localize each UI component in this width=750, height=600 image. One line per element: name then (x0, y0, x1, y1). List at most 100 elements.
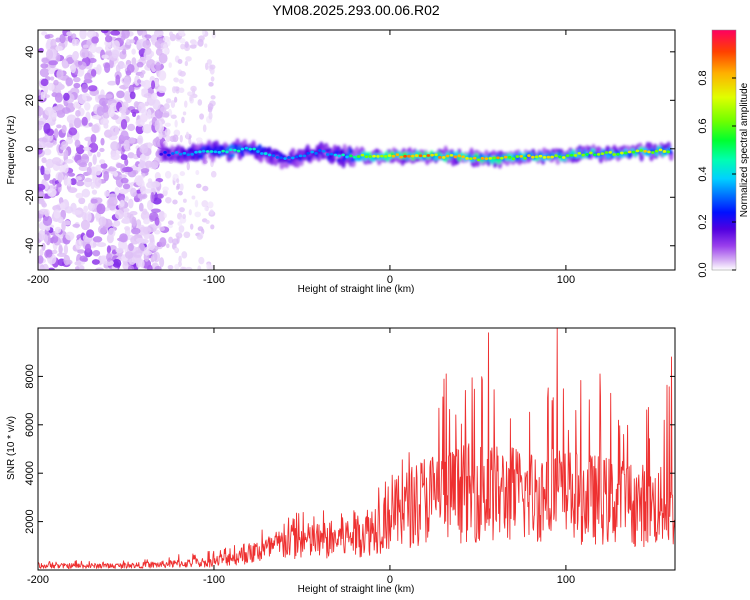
noise-cell (142, 123, 153, 134)
noise-cell (95, 267, 104, 270)
trace-core (453, 155, 458, 159)
noise-cell (49, 76, 55, 81)
snr-ytick-label: 8000 (24, 364, 36, 388)
noise-cell (67, 187, 78, 193)
trace-core (275, 155, 280, 159)
trace-core (209, 150, 214, 153)
noise-cell (55, 45, 63, 52)
noise-cell (159, 257, 165, 268)
noise-cell (84, 72, 92, 83)
noise-cell (90, 198, 98, 204)
trace-core (178, 152, 183, 156)
trace-core (620, 151, 624, 155)
snr-xtick-label: -200 (27, 574, 49, 586)
noise-cell (189, 223, 194, 230)
noise-cell (56, 183, 62, 188)
noise-cell (114, 186, 120, 196)
noise-cell (65, 136, 74, 145)
trace-core (356, 155, 361, 158)
trace-band (252, 149, 257, 155)
trace-core (496, 156, 500, 160)
noise-cell (110, 30, 121, 36)
noise-cell (119, 106, 127, 114)
trace-core (488, 157, 493, 160)
spectrogram-xtick-label: -200 (27, 274, 49, 286)
noise-cell (149, 233, 155, 244)
noise-cell (90, 69, 97, 77)
noise-cell (51, 249, 58, 255)
noise-cell (154, 78, 160, 87)
noise-cell (84, 178, 93, 183)
noise-cell (136, 61, 144, 68)
trace-core (422, 154, 427, 158)
noise-cell (121, 30, 130, 39)
noise-cell (146, 109, 152, 120)
noise-cell (94, 177, 102, 187)
noise-cell (82, 211, 87, 221)
noise-cell (183, 231, 191, 239)
noise-cell (122, 216, 130, 224)
noise-cell (92, 249, 101, 257)
trace-core (585, 152, 589, 156)
snr-ytick-label: 6000 (24, 413, 36, 437)
spectrogram-xlabel: Height of straight line (km) (298, 284, 415, 295)
noise-cell (99, 255, 108, 260)
noise-cell (66, 114, 77, 124)
noise-cell (39, 197, 45, 204)
trace-core (480, 156, 485, 160)
trace-core (279, 156, 283, 160)
noise-cell (124, 158, 129, 166)
noise-cell (158, 131, 163, 140)
noise-cell (133, 101, 140, 109)
trace-core (666, 150, 671, 154)
noise-cell (124, 226, 131, 231)
trace-core (337, 154, 342, 158)
noise-cell (81, 83, 89, 93)
noise-cell (40, 78, 49, 87)
noise-cell (103, 190, 110, 197)
noise-cell (166, 243, 170, 249)
noise-cell (66, 31, 73, 37)
trace-core (426, 154, 431, 157)
noise-cell (111, 49, 120, 59)
noise-cell (144, 47, 152, 55)
noise-cell (90, 134, 97, 144)
noise-cell (40, 63, 49, 69)
trace-core (639, 149, 644, 152)
trace-core (201, 149, 206, 153)
noise-cell (70, 63, 77, 74)
noise-cell (204, 43, 208, 48)
noise-cell (110, 153, 120, 161)
noise-cell (79, 48, 89, 59)
trace-core (654, 149, 659, 153)
noise-cell (178, 30, 185, 37)
noise-cell (150, 208, 161, 213)
trace-core (647, 150, 651, 154)
noise-cell (53, 209, 61, 219)
noise-cell (43, 122, 51, 134)
noise-cell (63, 254, 71, 266)
trace-core (492, 156, 496, 160)
noise-cell (210, 170, 217, 178)
trace-core (232, 148, 237, 152)
noise-cell (135, 124, 144, 135)
trace-core (314, 151, 318, 155)
noise-cell (43, 148, 52, 156)
noise-cell (159, 237, 167, 248)
noise-cell (195, 183, 202, 189)
noise-cell (120, 154, 128, 161)
trace-core (318, 149, 322, 152)
noise-cell (158, 210, 166, 222)
noise-cell (38, 229, 46, 241)
noise-cell (185, 56, 192, 62)
noise-cell (174, 96, 178, 103)
trace-band (201, 145, 206, 151)
noise-cell (168, 62, 172, 68)
noise-cell (82, 44, 89, 49)
noise-cell (44, 167, 51, 175)
trace-core (341, 153, 345, 157)
noise-cell (172, 134, 179, 143)
trace-halo (194, 144, 200, 151)
trace-core (248, 147, 253, 151)
noise-cell (61, 60, 69, 69)
